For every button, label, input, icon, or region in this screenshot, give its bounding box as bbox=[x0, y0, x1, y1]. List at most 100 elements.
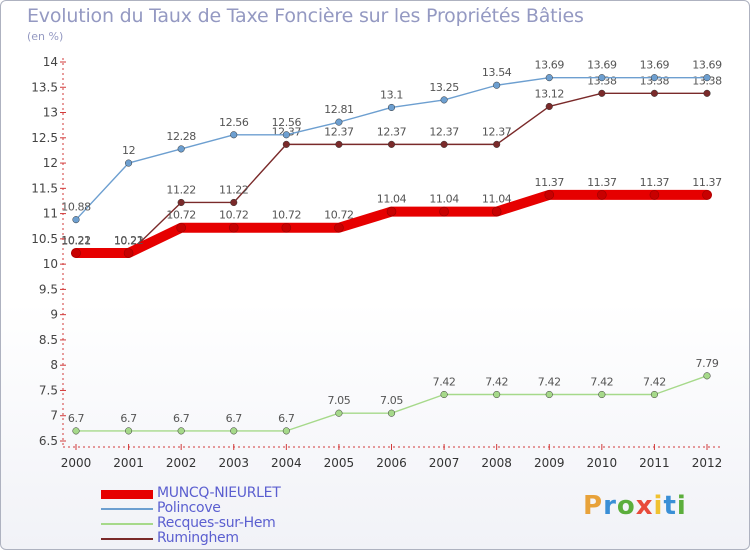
chart-unit-label: (en %) bbox=[27, 30, 64, 43]
data-label: 7.05 bbox=[327, 394, 350, 407]
x-tick-label: 2004 bbox=[271, 456, 302, 470]
data-point bbox=[650, 89, 658, 97]
data-label: 12.37 bbox=[324, 125, 354, 138]
y-tick-label: 10.5 bbox=[31, 232, 58, 246]
data-label: 10.21 bbox=[61, 235, 91, 248]
data-point bbox=[649, 190, 660, 200]
y-tick-label: 13 bbox=[43, 106, 58, 120]
data-point bbox=[440, 140, 448, 148]
y-tick-label: 10 bbox=[43, 257, 58, 271]
y-tick-label: 13.5 bbox=[31, 80, 58, 94]
data-label: 12.37 bbox=[482, 125, 512, 138]
data-point bbox=[125, 427, 133, 435]
data-point bbox=[493, 140, 501, 148]
data-point bbox=[703, 372, 711, 380]
data-point bbox=[177, 145, 185, 153]
data-label: 13.1 bbox=[380, 88, 403, 101]
data-point bbox=[598, 74, 606, 82]
data-point bbox=[545, 390, 553, 399]
data-point bbox=[230, 131, 238, 139]
data-label: 10.72 bbox=[272, 209, 302, 222]
proxiti-logo: Proxiti bbox=[583, 491, 687, 521]
x-tick-label: 2008 bbox=[481, 456, 512, 470]
data-point bbox=[545, 102, 553, 111]
data-label: 6.7 bbox=[68, 412, 85, 425]
legend-swatch bbox=[101, 490, 153, 499]
data-point bbox=[125, 159, 133, 167]
data-label: 12.37 bbox=[377, 125, 407, 138]
data-label: 12.56 bbox=[219, 116, 249, 129]
data-label: 11.04 bbox=[482, 193, 512, 206]
y-tick-label: 8 bbox=[50, 358, 58, 372]
data-label: 7.42 bbox=[590, 376, 613, 389]
data-point bbox=[228, 222, 239, 233]
data-label: 12.81 bbox=[324, 103, 354, 116]
legend-item-muncq-nieurlet: MUNCQ-NIEURLET bbox=[101, 485, 361, 501]
logo-letter: i bbox=[676, 491, 687, 521]
x-tick-label: 2011 bbox=[639, 456, 670, 470]
legend-label: Ruminghem bbox=[157, 530, 239, 546]
data-point bbox=[597, 190, 607, 200]
logo-letter: r bbox=[603, 491, 617, 521]
data-point bbox=[72, 427, 80, 435]
legend-item-polincove: Polincove bbox=[101, 500, 361, 516]
data-point bbox=[282, 427, 290, 435]
data-label: 13.54 bbox=[482, 66, 512, 79]
y-tick-label: 8.5 bbox=[39, 333, 58, 347]
x-tick-label: 2005 bbox=[324, 456, 355, 470]
legend-item-ruminghem: Ruminghem bbox=[101, 530, 361, 546]
x-tick-label: 2006 bbox=[376, 456, 407, 470]
data-point bbox=[71, 248, 81, 258]
data-label: 6.7 bbox=[173, 412, 190, 425]
legend-swatch bbox=[101, 508, 153, 510]
data-label: 10.22 bbox=[114, 234, 144, 247]
data-point bbox=[230, 198, 238, 207]
x-tick-label: 2009 bbox=[534, 456, 565, 470]
data-label: 12.56 bbox=[272, 116, 302, 129]
data-point bbox=[440, 390, 448, 399]
data-label: 11.04 bbox=[429, 193, 459, 206]
data-point bbox=[544, 190, 555, 200]
data-label: 7.05 bbox=[380, 394, 403, 407]
data-label: 10.88 bbox=[61, 201, 91, 214]
x-tick-label: 2003 bbox=[218, 456, 249, 470]
y-tick-label: 14 bbox=[43, 55, 58, 69]
data-point bbox=[598, 89, 606, 97]
x-tick-label: 2000 bbox=[61, 456, 92, 470]
data-label: 10.22 bbox=[61, 234, 91, 247]
logo-letter: P bbox=[583, 491, 604, 521]
legend-swatch bbox=[101, 523, 153, 525]
data-point bbox=[650, 390, 658, 399]
data-point bbox=[387, 140, 396, 148]
y-tick-label: 12.5 bbox=[31, 131, 58, 145]
logo-letter: o bbox=[616, 491, 636, 521]
legend-label: Recques-sur-Hem bbox=[157, 515, 276, 531]
data-point bbox=[702, 190, 712, 200]
y-tick-label: 9.5 bbox=[39, 282, 58, 296]
data-point bbox=[491, 206, 502, 217]
data-label: 7.42 bbox=[643, 376, 666, 389]
y-tick-label: 11 bbox=[43, 207, 58, 221]
data-point bbox=[598, 390, 606, 399]
data-point bbox=[650, 74, 658, 82]
data-point bbox=[282, 131, 290, 139]
logo-letter: x bbox=[635, 491, 654, 521]
data-label: 7.42 bbox=[433, 376, 456, 389]
data-point bbox=[440, 96, 448, 104]
x-tick-label: 2002 bbox=[166, 456, 197, 470]
data-label: 13.69 bbox=[535, 59, 565, 72]
data-point bbox=[334, 222, 344, 233]
data-label: 10.72 bbox=[166, 209, 196, 222]
data-point bbox=[387, 103, 396, 112]
data-label: 7.42 bbox=[485, 376, 508, 389]
data-point bbox=[230, 427, 238, 435]
x-tick-label: 2010 bbox=[587, 456, 618, 470]
data-label: 13.25 bbox=[429, 81, 459, 94]
data-point bbox=[123, 248, 134, 258]
data-point bbox=[703, 89, 711, 97]
chart-title: Evolution du Taux de Taxe Foncière sur l… bbox=[27, 5, 584, 27]
legend-swatch bbox=[101, 538, 153, 540]
data-label: 13.69 bbox=[640, 59, 670, 72]
y-tick-label: 7 bbox=[50, 409, 58, 423]
